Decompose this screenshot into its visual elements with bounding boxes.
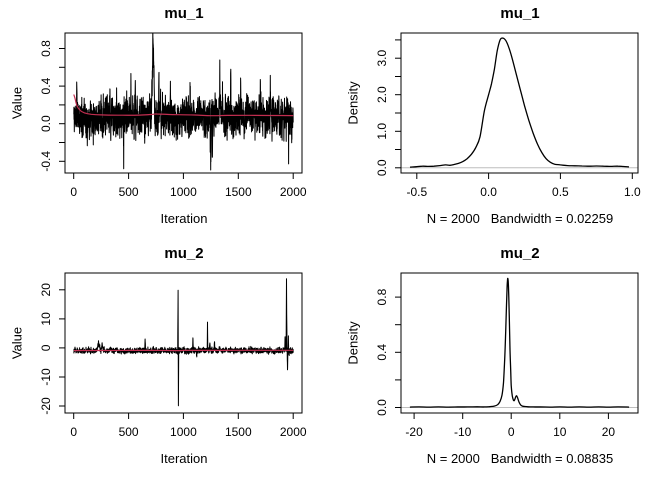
x-tick-label: 0 (508, 425, 515, 439)
x-tick-label: -10 (454, 425, 472, 439)
y-tick-label: -10 (39, 368, 53, 386)
x-tick-label: 1.0 (624, 185, 641, 199)
x-tick-label: -0.5 (406, 185, 427, 199)
plot-box (400, 32, 639, 174)
panel-trace-mu2: mu_2 Value 0 500 1000 1500 2000 -20 -10 0 10 20 I… (0, 240, 336, 480)
trace-plot-mu2-canvas: 0 500 1000 1500 2000 -20 -10 0 10 20 (39, 272, 307, 439)
trace-line (73, 278, 294, 407)
x-axis-label: N = 2000 Bandwidth = 0.02259 (426, 211, 614, 226)
series-group (409, 37, 630, 168)
x-tick-label: 0.5 (552, 185, 569, 199)
running-mean-line (73, 94, 294, 117)
panel-trace-mu1: mu_1 Value 0 500 1000 1500 2000 -0.4 0.0 0.4 0.8… (0, 0, 336, 240)
x-tick-label: 0 (70, 425, 77, 439)
plot-title: mu_1 (500, 5, 540, 22)
x-tick-label: 1500 (225, 185, 252, 199)
x-tick-label: -20 (405, 425, 423, 439)
y-tick-label: 10 (39, 312, 53, 326)
x-axis-label: Iteration (160, 451, 208, 466)
y-tick-label: 0.0 (375, 399, 389, 416)
y-tick-label: 0.4 (39, 77, 53, 94)
x-tick-label: 2000 (280, 185, 307, 199)
trace-line (73, 33, 294, 171)
x-tick-label: 1000 (170, 185, 197, 199)
trace-plot-mu1-canvas: 0 500 1000 1500 2000 -0.4 0.0 0.4 0.8 (39, 32, 307, 199)
x-tick-label: 10 (553, 425, 567, 439)
plot-title: mu_2 (500, 245, 540, 262)
x-tick-label: 1000 (170, 425, 197, 439)
x-tick-label: 500 (119, 185, 139, 199)
series-group (73, 33, 294, 171)
y-tick-label: 0.8 (375, 288, 389, 305)
y-axis: -0.4 0.0 0.4 0.8 (39, 40, 65, 172)
plot-box (64, 272, 303, 414)
x-axis: -20 -10 0 10 20 (405, 413, 615, 439)
x-tick-label: 0.0 (480, 185, 497, 199)
panel-density-mu1: mu_1 Density -0.5 0.0 0.5 1.0 0.0 1.0 2.0 3.0 N… (336, 0, 672, 240)
panel-density-mu2: mu_2 Density -20 -10 0 10 20 0.0 0.4 0.8 N = 20… (336, 240, 672, 480)
y-tick-label: 2.0 (375, 86, 389, 103)
y-axis: -20 -10 0 10 20 (39, 283, 65, 415)
y-tick-label: 0.8 (39, 40, 53, 57)
density-curve (409, 37, 630, 168)
y-tick-label: 0.0 (39, 115, 53, 132)
x-axis-label: Iteration (160, 211, 208, 226)
series-group (73, 278, 294, 407)
plot-title: mu_2 (164, 245, 204, 262)
y-tick-label: 0.0 (375, 159, 389, 176)
y-tick-label: 1.0 (375, 123, 389, 140)
plot-box (400, 272, 639, 414)
y-tick-label: -20 (39, 397, 53, 415)
x-axis: -0.5 0.0 0.5 1.0 (406, 173, 641, 199)
y-axis: 0.0 0.4 0.8 (375, 288, 401, 416)
x-axis: 0 500 1000 1500 2000 (70, 413, 307, 439)
y-tick-label: 20 (39, 283, 53, 297)
x-axis-label: N = 2000 Bandwidth = 0.08835 (426, 451, 614, 466)
x-tick-label: 0 (70, 185, 77, 199)
y-axis: 0.0 1.0 2.0 3.0 (375, 39, 401, 176)
y-tick-label: 0.4 (375, 344, 389, 361)
x-tick-label: 1500 (225, 425, 252, 439)
density-plot-mu2-canvas: -20 -10 0 10 20 0.0 0.4 0.8 (375, 272, 639, 439)
x-tick-label: 20 (602, 425, 616, 439)
x-tick-label: 500 (119, 425, 139, 439)
x-tick-label: 2000 (280, 425, 307, 439)
series-group (409, 277, 630, 408)
y-tick-label: -0.4 (39, 151, 53, 172)
y-tick-label: 3.0 (375, 50, 389, 67)
density-plot-mu1-canvas: -0.5 0.0 0.5 1.0 0.0 1.0 2.0 3.0 (375, 32, 641, 199)
x-axis: 0 500 1000 1500 2000 (70, 173, 307, 199)
density-curve (409, 277, 630, 408)
plot-title: mu_1 (164, 5, 204, 22)
y-tick-label: 0 (39, 344, 53, 351)
